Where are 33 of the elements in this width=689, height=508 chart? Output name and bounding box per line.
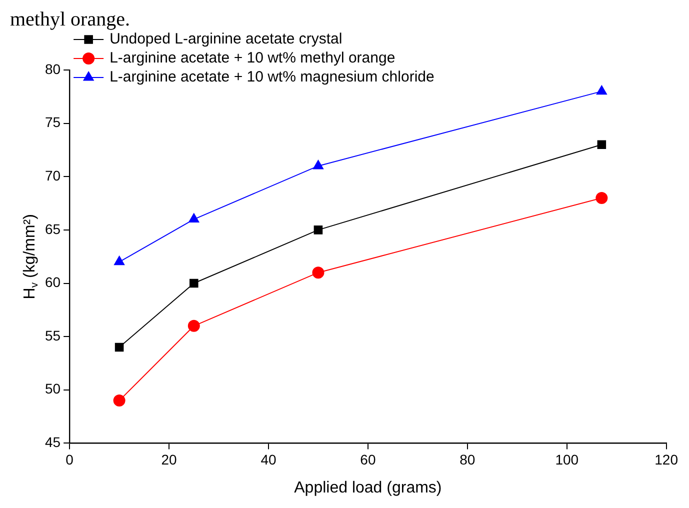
y-tick-label: 55 — [44, 327, 61, 344]
y-tick-label: 70 — [44, 167, 61, 184]
point — [312, 160, 324, 170]
y-tick-label: 60 — [44, 274, 61, 290]
x-tick-label: 120 — [654, 451, 678, 468]
point — [596, 85, 607, 95]
text: methyl orange. — [10, 8, 130, 30]
y-tick-label: 65 — [44, 220, 61, 237]
x-tick-label: 60 — [360, 451, 376, 468]
x-tick-label: 0 — [66, 451, 74, 468]
point — [114, 342, 124, 352]
y-axis-title: Hv (kg/mm²) — [21, 214, 41, 300]
x-tick-label: 80 — [460, 451, 476, 468]
point — [188, 213, 200, 223]
x-tick-label: 100 — [555, 451, 579, 468]
point — [597, 140, 606, 150]
point — [188, 320, 200, 332]
x-tick-label: 20 — [161, 451, 178, 468]
point — [113, 394, 126, 407]
legend-label: L-arginine acetate + 10 wt% magnesium chloride — [110, 68, 434, 86]
y-tick-label: 80 — [44, 60, 61, 77]
x-axis-title: Applied load (grams) — [294, 479, 442, 496]
y-tick-label: 45 — [44, 434, 61, 450]
point — [190, 278, 198, 288]
legend-label: L-arginine acetate + 10 wt% methyl orange — [110, 50, 396, 67]
y-tick-label: 75 — [44, 114, 61, 130]
y-tick-label: 50 — [44, 380, 61, 397]
point — [114, 256, 125, 266]
point — [314, 226, 323, 234]
legend-label: Undoped L-arginine acetate crystal — [110, 30, 342, 48]
point — [312, 266, 324, 279]
x-tick-label: 40 — [260, 451, 276, 468]
point — [596, 192, 608, 204]
